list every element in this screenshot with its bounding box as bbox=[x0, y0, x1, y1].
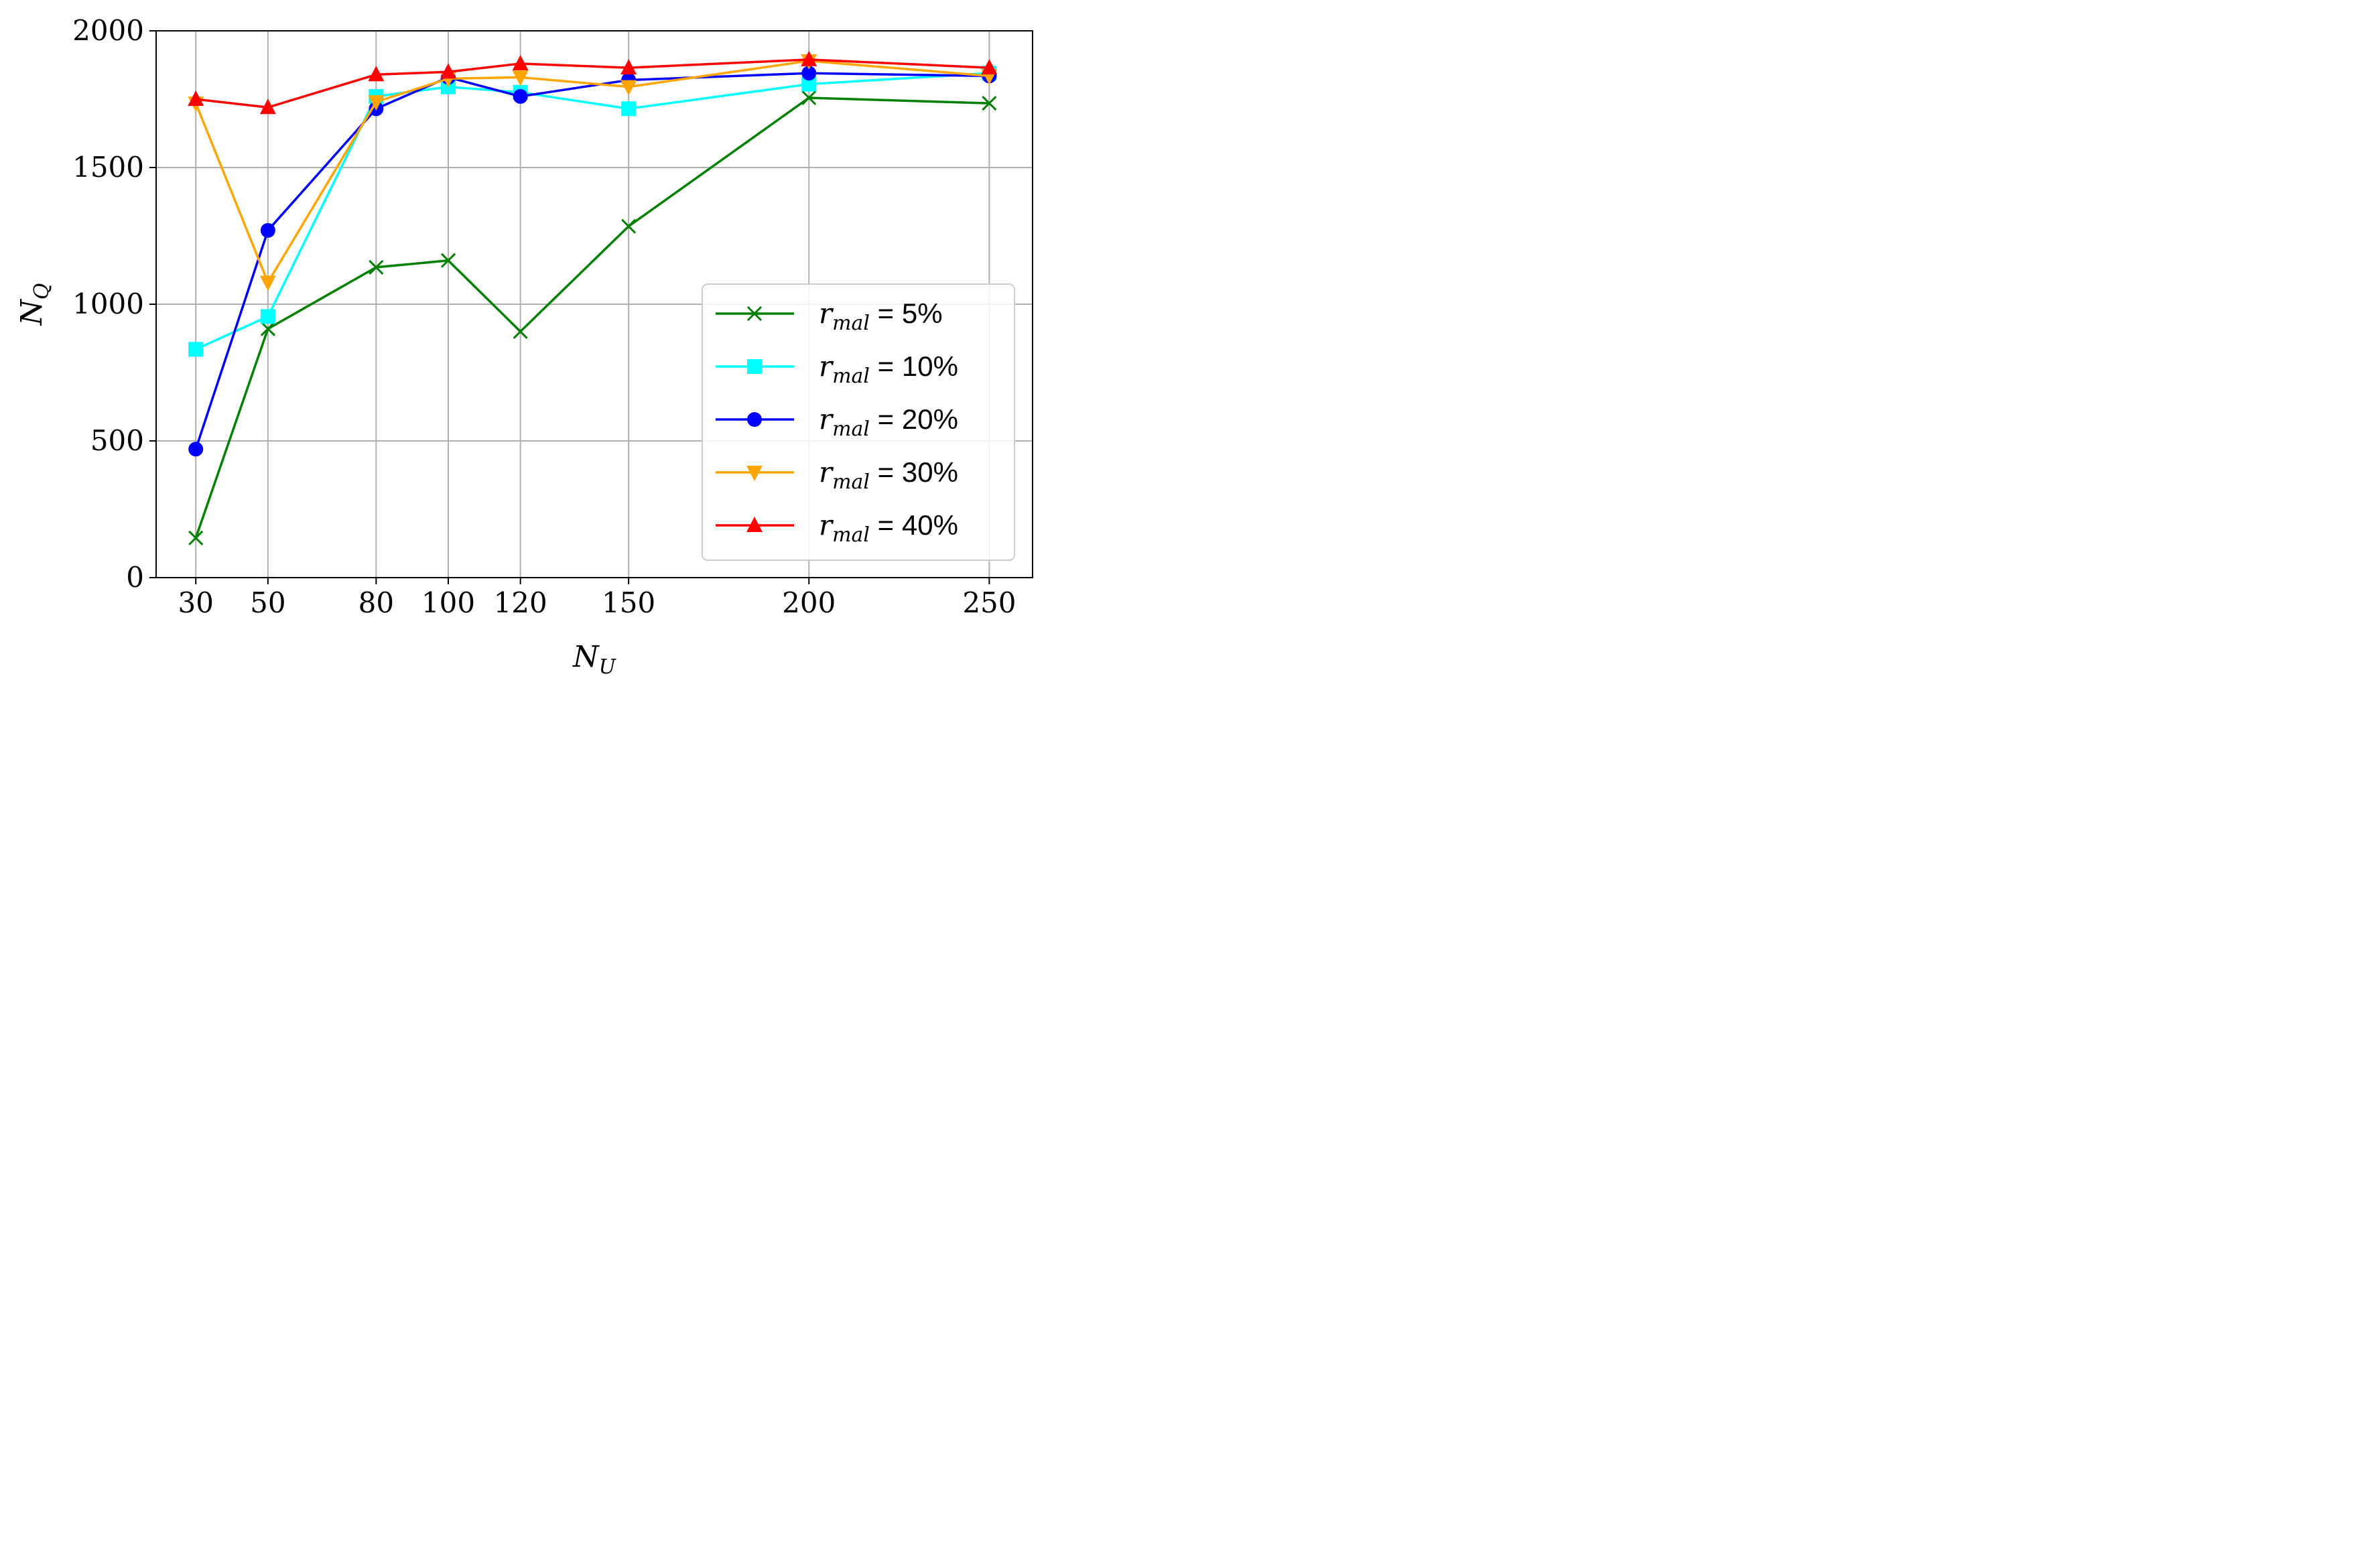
y-tick-label: 1500 bbox=[72, 151, 144, 184]
legend-label: rmal = 10% bbox=[819, 350, 958, 388]
data-point bbox=[621, 101, 637, 117]
data-point bbox=[621, 218, 637, 234]
data-point bbox=[188, 90, 204, 106]
marker-stroke bbox=[369, 259, 384, 275]
legend-label: rmal = 40% bbox=[819, 509, 958, 547]
data-point bbox=[260, 309, 275, 324]
x-axis-label: NU bbox=[572, 640, 617, 679]
x-tick-label: 30 bbox=[178, 586, 213, 619]
data-point bbox=[260, 222, 275, 238]
series-line bbox=[194, 60, 990, 284]
legend-box bbox=[702, 283, 1015, 561]
data-point bbox=[259, 275, 276, 291]
data-point bbox=[801, 76, 817, 92]
legend-marker bbox=[747, 412, 762, 427]
x-tick-label: 200 bbox=[782, 586, 836, 619]
legend-label: rmal = 20% bbox=[819, 403, 958, 441]
data-point bbox=[259, 99, 276, 115]
y-tick-label: 500 bbox=[90, 424, 144, 457]
legend-label: rmal = 30% bbox=[819, 456, 958, 494]
legend-marker bbox=[747, 359, 762, 374]
legend-entry: rmal = 40% bbox=[716, 509, 958, 547]
marker-stroke bbox=[621, 218, 637, 234]
series-line bbox=[194, 96, 990, 539]
data-point bbox=[513, 88, 528, 104]
marker-stroke bbox=[746, 306, 763, 322]
y-axis-label: NQ bbox=[15, 283, 54, 326]
x-tick-label: 150 bbox=[602, 586, 655, 619]
x-tick-label: 80 bbox=[358, 586, 394, 619]
data-point bbox=[188, 442, 204, 457]
legend-entry: rmal = 20% bbox=[716, 403, 958, 441]
x-tick-label: 120 bbox=[494, 586, 547, 619]
series-line bbox=[194, 72, 990, 450]
marker-stroke bbox=[513, 324, 528, 339]
legend-marker bbox=[746, 517, 763, 532]
series-group bbox=[188, 90, 997, 545]
y-tick-label: 1000 bbox=[72, 287, 144, 320]
data-point bbox=[981, 59, 998, 75]
y-tick-label: 2000 bbox=[72, 14, 144, 47]
series-layer bbox=[188, 50, 998, 545]
series-line bbox=[195, 72, 990, 350]
data-point bbox=[440, 253, 456, 268]
line-chart: 30 50 80 100 120 150 200 250 0 500 1000 1500 2000 NU… bbox=[0, 0, 1051, 694]
marker-stroke bbox=[801, 90, 817, 106]
legend-marker bbox=[746, 306, 763, 322]
x-tick-label: 250 bbox=[962, 586, 1016, 619]
data-point bbox=[801, 90, 817, 106]
y-tick-label: 0 bbox=[126, 561, 144, 594]
data-point bbox=[801, 66, 817, 81]
series-group bbox=[188, 50, 998, 115]
series-line bbox=[196, 58, 990, 109]
data-point bbox=[513, 324, 528, 339]
marker-stroke bbox=[260, 321, 275, 336]
data-point bbox=[440, 63, 456, 79]
data-point bbox=[260, 321, 275, 336]
axis-ticks: 30 50 80 100 120 150 200 250 0 500 1000 1500 2000 bbox=[72, 14, 1016, 619]
data-point bbox=[512, 54, 529, 70]
marker-stroke bbox=[982, 96, 997, 111]
legend-entry: rmal = 5% bbox=[716, 297, 943, 335]
marker-stroke bbox=[188, 530, 204, 545]
x-tick-label: 100 bbox=[421, 586, 475, 619]
data-point bbox=[620, 80, 637, 96]
data-point bbox=[188, 342, 204, 357]
legend-label: rmal = 5% bbox=[819, 297, 943, 335]
legend: rmal = 5% rmal = 10% rmal = 20% rmal = 30% r… bbox=[702, 283, 1015, 561]
marker-stroke bbox=[440, 253, 456, 268]
data-point bbox=[982, 96, 997, 111]
data-point bbox=[368, 95, 385, 111]
data-point bbox=[801, 50, 817, 66]
data-point bbox=[368, 66, 385, 82]
data-point bbox=[512, 70, 529, 86]
data-point bbox=[188, 530, 204, 545]
data-point bbox=[620, 59, 637, 75]
data-point bbox=[369, 259, 384, 275]
legend-marker bbox=[746, 466, 763, 481]
legend-entry: rmal = 30% bbox=[716, 456, 958, 494]
x-tick-label: 50 bbox=[250, 586, 285, 619]
legend-entry: rmal = 10% bbox=[716, 350, 958, 388]
